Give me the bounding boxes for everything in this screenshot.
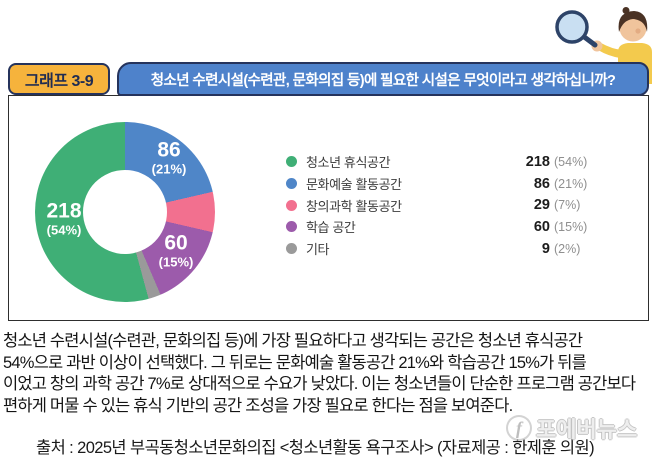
slice-percent: (21%) [151,161,187,177]
legend-value: 86 [533,175,550,192]
legend-label: 청소년 휴식공간 [306,155,391,171]
legend-dot-icon [286,243,297,255]
legend-label: 문화예술 활동공간 [306,177,402,193]
slice-value: 60 [164,231,188,255]
legend-dot-icon [286,178,297,190]
legend: 청소년 휴식공간 218 (54%) 문화예술 활동공간 86 (21%) 창의… [286,151,598,259]
legend-percent: (21%) [554,176,588,191]
legend-value: 29 [533,197,550,214]
analysis-paragraph: 청소년 수련시설(수련관, 문화의집 등)에 가장 필요하다고 생각되는 공간은… [3,331,657,417]
legend-row: 학습 공간 60 (15%) [286,216,598,238]
legend-value: 9 [541,240,550,257]
slice-label-culture-art: 86 (21%) [151,138,187,177]
slice-value: 218 [46,199,82,223]
question-title-banner: 청소년 수련시설(수련관, 문화의집 등)에 필요한 시설은 무엇이라고 생각하… [117,62,649,96]
legend-label: 창의과학 활동공간 [306,198,402,214]
slice-value: 86 [157,138,181,162]
paragraph-line: 54%으로 과반 이상이 선택했다. 그 뒤로는 문화예술 활동공간 21%와 … [3,353,587,372]
person-hair [618,11,648,32]
legend-dot-icon [286,156,297,168]
magnifier-lens-icon [555,10,589,44]
slice-percent: (54%) [46,222,82,238]
slice-label-rest-space: 218 (54%) [46,199,82,238]
legend-percent: (7%) [554,198,581,213]
legend-percent: (2%) [554,241,581,256]
slice-percent: (15%) [158,254,194,270]
legend-percent: (15%) [554,219,588,234]
legend-label: 학습 공간 [306,220,356,236]
person-hair-tuft [622,7,630,14]
legend-row: 창의과학 활동공간 29 (7%) [286,194,598,216]
legend-dot-icon [286,199,297,211]
paragraph-line: 청소년 수련시설(수련관, 문화의집 등)에 가장 필요하다고 생각되는 공간은… [3,332,583,350]
paragraph-line: 이었고 창의 과학 공간 7%로 상대적으로 수요가 낮았다. 이는 청소년들이… [3,375,636,394]
legend-label: 기타 [306,242,330,258]
source-citation: 출처 : 2025년 부곡동청소년문화의집 <청소년활동 욕구조사> (자료제공… [36,439,595,457]
legend-dot-icon [286,221,297,233]
question-title: 청소년 수련시설(수련관, 문화의집 등)에 필요한 시설은 무엇이라고 생각하… [150,72,616,89]
person-arm [598,43,622,58]
slice-label-study-space: 60 (15%) [158,231,194,270]
donut-hole [83,170,167,254]
legend-row: 문화예술 활동공간 86 (21%) [286,173,598,195]
graph-number-label: 그래프 3-9 [24,73,94,90]
person-ear [635,28,641,34]
legend-percent: (54%) [554,154,588,169]
graph-number-tab: 그래프 3-9 [8,63,110,95]
legend-value: 218 [525,153,550,170]
paragraph-line: 편하게 머물 수 있는 휴식 기반의 공간 조성을 가장 필요로 한다는 점을 … [3,396,513,415]
legend-value: 60 [533,218,550,235]
legend-row: 청소년 휴식공간 218 (54%) [286,151,598,173]
legend-row: 기타 9 (2%) [286,238,598,260]
